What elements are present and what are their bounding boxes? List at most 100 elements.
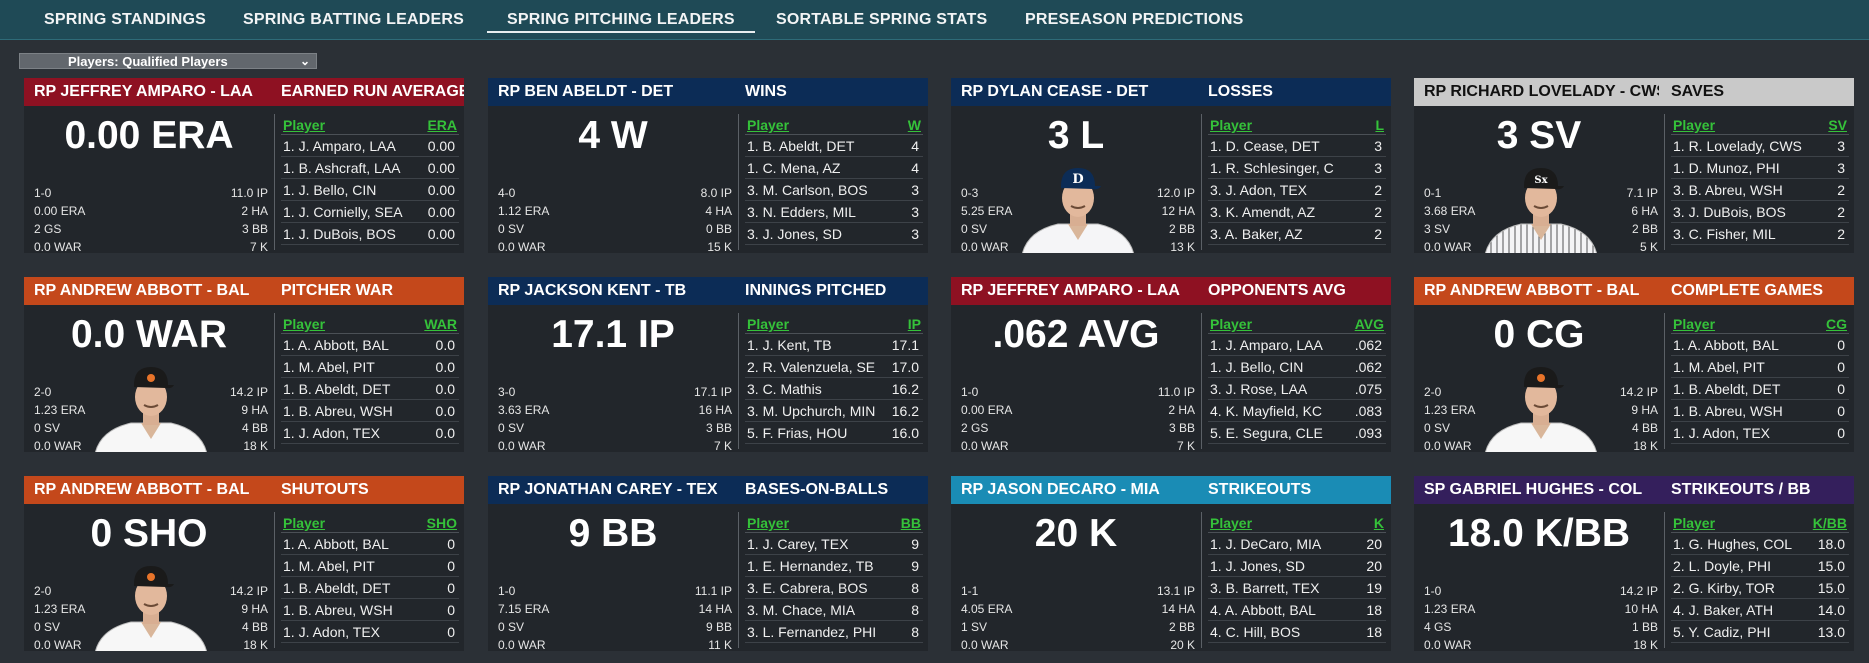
player-name-link[interactable]: RP JEFFREY AMPARO - LAA [961,282,1180,299]
table-row[interactable]: 3. J. Rose, LAA .075 [1208,378,1386,400]
stat-column-header[interactable]: W [907,117,921,133]
stat-column-header[interactable]: WAR [424,316,457,332]
player-headshot[interactable] [86,361,216,452]
table-row[interactable]: 4. A. Abbott, BAL 18 [1208,599,1386,621]
player-name-link[interactable]: RP ANDREW ABBOTT - BAL [34,481,250,498]
table-row[interactable]: 1. J. Adon, TEX 0.0 [281,422,459,444]
table-row[interactable]: 1. B. Abreu, WSH 0 [1671,400,1849,422]
player-name-link[interactable]: RP BEN ABELDT - DET [498,83,674,100]
table-row[interactable]: 1. B. Abeldt, DET 4 [745,135,923,157]
player-column-header[interactable]: Player [283,316,326,332]
tab-spring-batting-leaders[interactable]: SPRING BATTING LEADERS [243,0,464,39]
table-row[interactable]: 1. M. Abel, PIT 0 [281,555,459,577]
tab-sortable-spring-stats[interactable]: SORTABLE SPRING STATS [776,0,987,39]
player-column-header[interactable]: Player [747,515,790,531]
player-headshot[interactable] [86,560,216,651]
player-column-header[interactable]: Player [1673,515,1716,531]
table-row[interactable]: 1. J. DuBois, BOS 0.00 [281,223,459,245]
table-row[interactable]: 1. D. Munoz, PHI 3 [1671,157,1849,179]
player-column-header[interactable]: Player [1673,117,1716,133]
table-row[interactable]: 1. B. Abreu, WSH 0 [281,599,459,621]
stat-column-header[interactable]: IP [907,316,921,332]
table-row[interactable]: 1. J. DeCaro, MIA 20 [1208,533,1386,555]
table-row[interactable]: 1. A. Abbott, BAL 0.0 [281,334,459,356]
stat-column-header[interactable]: SHO [426,515,457,531]
player-column-header[interactable]: Player [747,316,790,332]
table-row[interactable]: 1. J. Bello, CIN .062 [1208,356,1386,378]
table-row[interactable]: 1. B. Abeldt, DET 0.0 [281,378,459,400]
stat-column-header[interactable]: K [1373,515,1384,531]
table-row[interactable]: 1. C. Mena, AZ 4 [745,157,923,179]
table-row[interactable]: 3. N. Edders, MIL 3 [745,201,923,223]
player-headshot[interactable]: Sx [1476,162,1606,253]
player-headshot[interactable] [1476,361,1606,452]
player-column-header[interactable]: Player [1210,316,1253,332]
table-row[interactable]: 4. J. Baker, ATH 14.0 [1671,599,1849,621]
stat-column-header[interactable]: ERA [427,117,457,133]
table-row[interactable]: 1. D. Cease, DET 3 [1208,135,1386,157]
table-row[interactable]: 2. L. Doyle, PHI 15.0 [1671,555,1849,577]
player-name-link[interactable]: SP GABRIEL HUGHES - COL [1424,481,1643,498]
table-row[interactable]: 3. J. Adon, TEX 2 [1208,179,1386,201]
table-row[interactable]: 1. J. Adon, TEX 0 [281,621,459,643]
player-headshot[interactable]: D [1013,162,1143,253]
tab-preseason-predictions[interactable]: PRESEASON PREDICTIONS [1025,0,1243,39]
table-row[interactable]: 3. C. Fisher, MIL 2 [1671,223,1849,245]
stat-column-header[interactable]: K/BB [1812,515,1847,531]
table-row[interactable]: 1. B. Abeldt, DET 0 [281,577,459,599]
table-row[interactable]: 3. C. Mathis 16.2 [745,378,923,400]
table-row[interactable]: 1. J. Kent, TB 17.1 [745,334,923,356]
table-row[interactable]: 2. R. Valenzuela, SE 17.0 [745,356,923,378]
table-row[interactable]: 3. E. Cabrera, BOS 8 [745,577,923,599]
table-row[interactable]: 1. J. Amparo, LAA 0.00 [281,135,459,157]
table-row[interactable]: 3. J. Jones, SD 3 [745,223,923,245]
player-name-link[interactable]: RP JONATHAN CAREY - TEX [498,481,718,498]
table-row[interactable]: 1. R. Lovelady, CWS 3 [1671,135,1849,157]
table-row[interactable]: 3. B. Barrett, TEX 19 [1208,577,1386,599]
player-column-header[interactable]: Player [747,117,790,133]
table-row[interactable]: 1. E. Hernandez, TB 9 [745,555,923,577]
table-row[interactable]: 3. M. Upchurch, MIN 16.2 [745,400,923,422]
table-row[interactable]: 3. B. Abreu, WSH 2 [1671,179,1849,201]
table-row[interactable]: 4. K. Mayfield, KC .083 [1208,400,1386,422]
table-row[interactable]: 3. J. DuBois, BOS 2 [1671,201,1849,223]
table-row[interactable]: 2. G. Kirby, TOR 15.0 [1671,577,1849,599]
table-row[interactable]: 1. J. Amparo, LAA .062 [1208,334,1386,356]
table-row[interactable]: 3. L. Fernandez, PHI 8 [745,621,923,643]
stat-column-header[interactable]: CG [1826,316,1847,332]
table-row[interactable]: 1. J. Carey, TEX 9 [745,533,923,555]
table-row[interactable]: 1. M. Abel, PIT 0 [1671,356,1849,378]
table-row[interactable]: 5. F. Frias, HOU 16.0 [745,422,923,444]
table-row[interactable]: 1. R. Schlesinger, C 3 [1208,157,1386,179]
table-row[interactable]: 5. E. Segura, CLE .093 [1208,422,1386,444]
stat-column-header[interactable]: BB [900,515,921,531]
table-row[interactable]: 1. A. Abbott, BAL 0 [281,533,459,555]
player-name-link[interactable]: RP RICHARD LOVELADY - CWS [1424,83,1659,100]
player-column-header[interactable]: Player [283,117,326,133]
table-row[interactable]: 1. J. Cornielly, SEA 0.00 [281,201,459,223]
table-row[interactable]: 3. M. Carlson, BOS 3 [745,179,923,201]
table-row[interactable]: 1. G. Hughes, COL 18.0 [1671,533,1849,555]
player-column-header[interactable]: Player [283,515,326,531]
table-row[interactable]: 3. A. Baker, AZ 2 [1208,223,1386,245]
table-row[interactable]: 1. M. Abel, PIT 0.0 [281,356,459,378]
player-name-link[interactable]: RP ANDREW ABBOTT - BAL [34,282,250,299]
table-row[interactable]: 5. Y. Cadiz, PHI 13.0 [1671,621,1849,643]
table-row[interactable]: 4. C. Hill, BOS 18 [1208,621,1386,643]
tab-spring-pitching-leaders[interactable]: SPRING PITCHING LEADERS [487,0,755,39]
player-column-header[interactable]: Player [1210,117,1253,133]
player-name-link[interactable]: RP JASON DECARO - MIA [961,481,1160,498]
table-row[interactable]: 1. J. Bello, CIN 0.00 [281,179,459,201]
player-name-link[interactable]: RP DYLAN CEASE - DET [961,83,1149,100]
table-row[interactable]: 1. B. Ashcraft, LAA 0.00 [281,157,459,179]
table-row[interactable]: 3. K. Amendt, AZ 2 [1208,201,1386,223]
stat-column-header[interactable]: AVG [1354,316,1384,332]
table-row[interactable]: 3. M. Chace, MIA 8 [745,599,923,621]
stat-column-header[interactable]: SV [1828,117,1847,133]
player-name-link[interactable]: RP ANDREW ABBOTT - BAL [1424,282,1640,299]
player-name-link[interactable]: RP JEFFREY AMPARO - LAA [34,83,253,100]
player-column-header[interactable]: Player [1673,316,1716,332]
table-row[interactable]: 1. J. Adon, TEX 0 [1671,422,1849,444]
table-row[interactable]: 1. B. Abeldt, DET 0 [1671,378,1849,400]
player-filter-dropdown[interactable]: Players: Qualified Players ⌄ [19,53,317,69]
